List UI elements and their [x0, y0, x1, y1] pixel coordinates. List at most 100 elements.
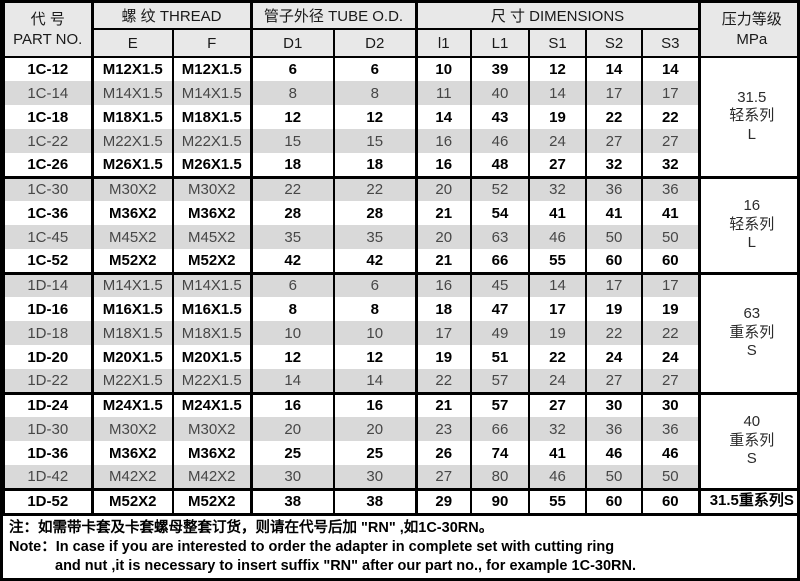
value-cell: 30: [333, 465, 418, 489]
value-cell: 22: [333, 177, 418, 201]
value-cell: 80: [470, 465, 531, 489]
value-cell: M18X1.5: [171, 105, 253, 129]
value-cell: 60: [641, 489, 701, 513]
header-pressure-unit: MPa: [736, 30, 768, 48]
value-cell: M36X2: [171, 201, 253, 225]
value-cell: 32: [585, 153, 644, 177]
value-cell: M22X1.5: [91, 129, 174, 153]
table-row: 1C-14 M14X1.5 M14X1.5 8 8 11 40 14 17 17: [3, 81, 797, 105]
value-cell: M30X2: [171, 177, 253, 201]
pressure-line: 31.5: [737, 88, 767, 106]
pressure-line: 31.5重系列S: [709, 492, 794, 510]
value-cell: 29: [415, 489, 473, 513]
value-cell: 60: [641, 249, 701, 273]
value-cell: 46: [528, 465, 588, 489]
value-cell: 39: [470, 57, 531, 81]
value-cell: 14: [641, 57, 701, 81]
value-cell: 30: [250, 465, 336, 489]
value-cell: 19: [415, 345, 473, 369]
value-cell: 42: [250, 249, 336, 273]
table-header: 代 号 PART NO. 螺 纹 THREAD 管子外径 TUBE O.D. 尺…: [3, 3, 797, 58]
header-col-e: E: [91, 29, 174, 57]
table-row: 1D-20 M20X1.5 M20X1.5 12 12 19 51 22 24 24: [3, 345, 797, 369]
row-group: 1C-12 M12X1.5 M12X1.5 6 6 10 39 12 14 14 31.5 轻系列 L 1…: [3, 57, 797, 177]
value-cell: M20X1.5: [91, 345, 174, 369]
pressure-line: L: [747, 234, 756, 252]
value-cell: 12: [250, 105, 336, 129]
value-cell: 12: [250, 345, 336, 369]
value-cell: 6: [250, 57, 336, 81]
value-cell: 27: [585, 129, 644, 153]
value-cell: 60: [585, 249, 644, 273]
part-no-cell: 1D-42: [3, 465, 94, 489]
table-row: 1C-18 M18X1.5 M18X1.5 12 12 14 43 19 22 22: [3, 105, 797, 129]
value-cell: 14: [333, 369, 418, 393]
value-cell: M14X1.5: [91, 81, 174, 105]
value-cell: 19: [585, 297, 644, 321]
value-cell: 22: [250, 177, 336, 201]
value-cell: 32: [528, 417, 588, 441]
table-row: 1C-26 M26X1.5 M26X1.5 18 18 16 48 27 32 32: [3, 153, 797, 177]
value-cell: 46: [470, 129, 531, 153]
value-cell: 38: [250, 489, 336, 513]
header-tube-od-group: 管子外径 TUBE O.D.: [250, 3, 418, 30]
header-col-d2: D2: [333, 29, 418, 57]
part-no-cell: 1D-18: [3, 321, 94, 345]
value-cell: 63: [470, 225, 531, 249]
value-cell: 55: [528, 489, 588, 513]
value-cell: 27: [528, 393, 588, 417]
pressure-line: 16: [743, 196, 761, 214]
value-cell: M20X1.5: [171, 345, 253, 369]
value-cell: 14: [585, 57, 644, 81]
table-row: 1C-52 M52X2 M52X2 42 42 21 66 55 60 60: [3, 249, 797, 273]
value-cell: 22: [641, 321, 701, 345]
pressure-class-cell: 31.5重系列S: [698, 489, 797, 513]
part-no-cell: 1C-52: [3, 249, 94, 273]
value-cell: 6: [250, 273, 336, 297]
row-group: 1D-52 M52X2 M52X2 38 38 29 90 55 60 60 31.5重系列S: [3, 489, 797, 513]
value-cell: 10: [415, 57, 473, 81]
pressure-class-cell: 31.5 轻系列 L: [698, 57, 797, 177]
value-cell: 17: [415, 321, 473, 345]
value-cell: 12: [528, 57, 588, 81]
pressure-line: 轻系列: [729, 107, 775, 125]
value-cell: 27: [585, 369, 644, 393]
value-cell: 32: [641, 153, 701, 177]
table-row: 1D-22 M22X1.5 M22X1.5 14 14 22 57 24 27 27: [3, 369, 797, 393]
header-part-no: 代 号 PART NO.: [3, 3, 94, 58]
value-cell: 18: [333, 153, 418, 177]
value-cell: 50: [641, 465, 701, 489]
header-part-no-en: PART NO.: [13, 30, 83, 48]
value-cell: 27: [641, 369, 701, 393]
value-cell: 20: [333, 417, 418, 441]
value-cell: M30X2: [171, 417, 253, 441]
header-part-no-zh: 代 号: [30, 11, 65, 28]
value-cell: M14X1.5: [171, 273, 253, 297]
value-cell: 42: [333, 249, 418, 273]
value-cell: 19: [528, 105, 588, 129]
value-cell: M30X2: [91, 177, 174, 201]
value-cell: 10: [250, 321, 336, 345]
notes-block: 注：如需带卡套及卡套螺母整套订货，则请在代号后加 "RN" ,如1C-30RN。…: [3, 513, 797, 578]
value-cell: 8: [250, 81, 336, 105]
value-cell: 57: [470, 393, 531, 417]
header-col-l1: l1: [415, 29, 473, 57]
value-cell: 90: [470, 489, 531, 513]
part-no-cell: 1C-12: [3, 57, 94, 81]
pressure-line: 63: [743, 304, 761, 322]
value-cell: 18: [415, 297, 473, 321]
value-cell: 30: [585, 393, 644, 417]
part-no-cell: 1D-30: [3, 417, 94, 441]
note-line-en1: Note：In case if you are interested to or…: [9, 538, 615, 555]
header-thread-group: 螺 纹 THREAD: [90, 3, 253, 30]
value-cell: 6: [333, 273, 418, 297]
value-cell: 40: [470, 81, 531, 105]
value-cell: M30X2: [91, 417, 174, 441]
value-cell: 16: [415, 273, 473, 297]
value-cell: 49: [470, 321, 531, 345]
value-cell: 50: [641, 225, 701, 249]
value-cell: 51: [470, 345, 531, 369]
value-cell: M14X1.5: [171, 81, 253, 105]
value-cell: 21: [415, 393, 473, 417]
value-cell: 14: [250, 369, 336, 393]
